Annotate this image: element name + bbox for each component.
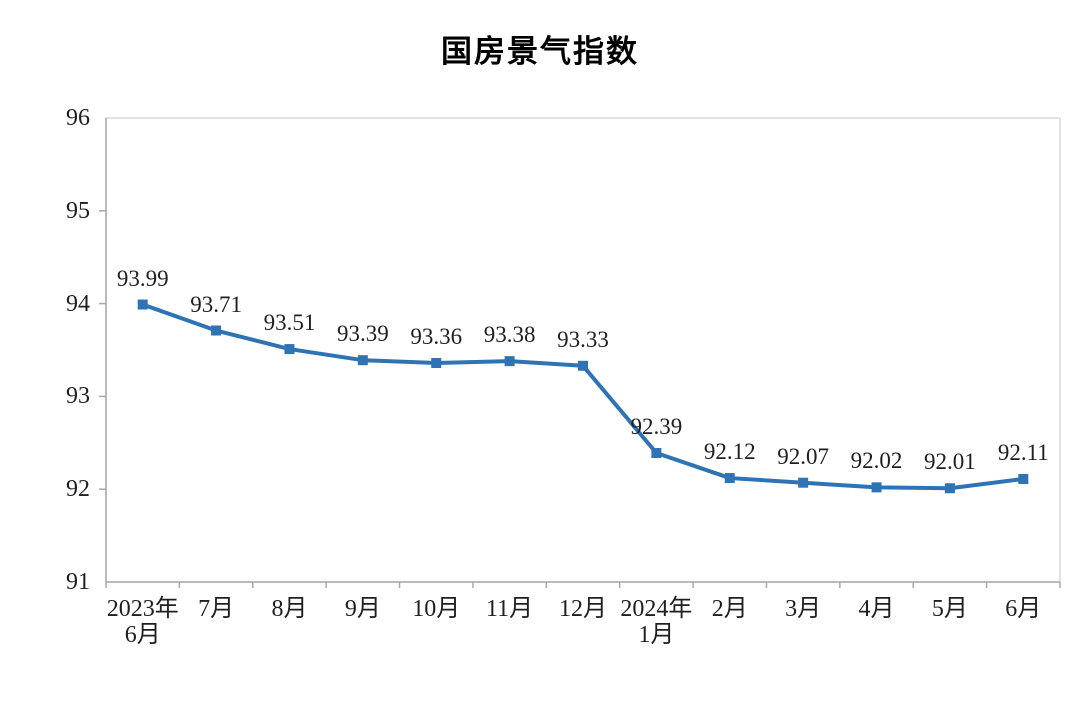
data-point-label: 92.39 (630, 414, 683, 439)
data-point-marker (578, 360, 588, 371)
y-axis-tick-label: 95 (66, 197, 90, 224)
data-point-label: 92.01 (924, 449, 976, 475)
y-axis-tick-label: 92 (66, 476, 90, 503)
data-point-marker (1018, 473, 1029, 484)
data-point-marker (871, 482, 882, 493)
data-point-label: 92.07 (777, 443, 830, 469)
data-point-marker (651, 448, 662, 459)
chart-title: 国房景气指数 (441, 34, 639, 69)
x-axis-tick-label: 9月 (344, 596, 381, 622)
data-point-marker (137, 299, 148, 310)
y-axis-tick-label: 93 (66, 383, 90, 410)
x-axis-tick-label: 2024年 1月 (620, 596, 693, 648)
data-point-label: 93.33 (557, 326, 609, 352)
data-point-marker (504, 356, 515, 367)
x-axis-tick-label: 12月 (559, 596, 607, 622)
data-point-label: 92.12 (703, 439, 756, 465)
data-point-label: 93.51 (263, 310, 316, 336)
x-axis-tick-label: 5月 (931, 596, 968, 622)
data-point-label: 92.02 (850, 448, 903, 474)
y-axis-tick-label: 91 (66, 569, 90, 595)
data-point-label: 93.71 (190, 291, 242, 317)
data-point-marker (944, 483, 955, 494)
data-point-label: 92.11 (997, 439, 1049, 465)
y-axis-tick-label: 96 (66, 105, 90, 131)
data-point-label: 93.99 (116, 265, 169, 291)
data-point-marker (431, 357, 442, 368)
x-axis-tick-label: 2023年 6月 (106, 596, 179, 648)
x-axis-tick-label: 4月 (858, 596, 895, 622)
x-axis-tick-label: 2月 (711, 596, 748, 622)
data-point-marker (211, 325, 222, 336)
data-point-label: 93.36 (410, 323, 463, 349)
data-point-marker (724, 473, 735, 484)
x-axis-tick-label: 11月 (486, 596, 534, 622)
data-point-marker (798, 477, 809, 488)
data-point-label: 93.39 (336, 321, 389, 347)
data-point-marker (284, 344, 295, 355)
x-axis-tick-label: 10月 (412, 596, 461, 622)
x-axis-tick-label: 7月 (198, 596, 235, 622)
x-axis-tick-label: 3月 (785, 596, 822, 622)
x-axis-tick-label: 6月 (1005, 596, 1042, 622)
x-axis-tick-label: 8月 (271, 596, 308, 622)
y-axis-tick-label: 94 (66, 290, 90, 317)
data-point-label: 93.38 (483, 322, 536, 348)
data-point-marker (357, 355, 368, 366)
